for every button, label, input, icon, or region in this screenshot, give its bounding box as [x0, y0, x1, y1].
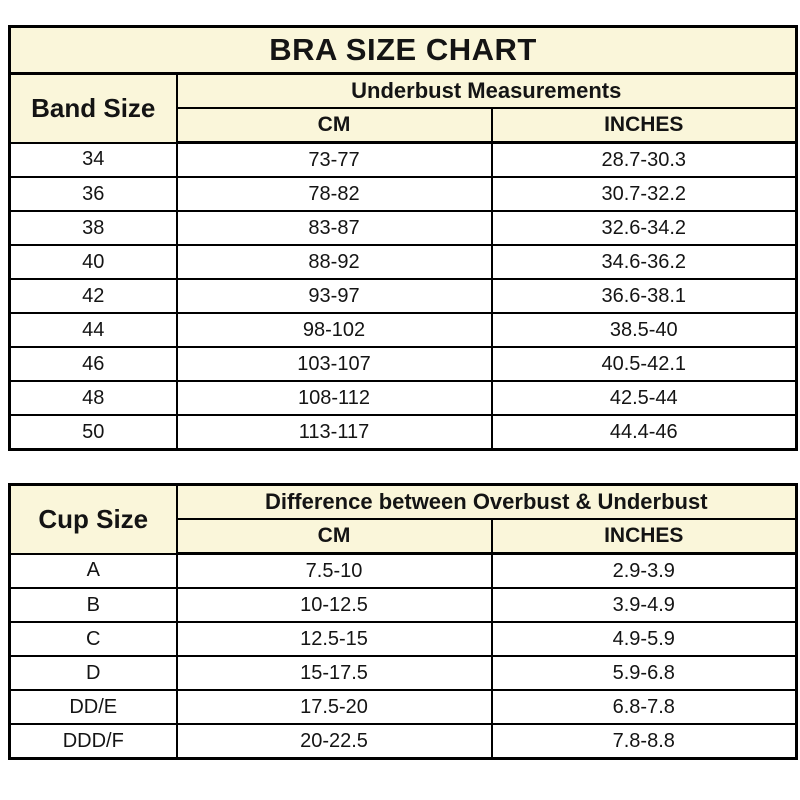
cell-size: 42 [8, 278, 178, 314]
cell-cm: 88-92 [175, 244, 493, 280]
cell-size: C [8, 621, 178, 657]
cup-size-table: Cup Size Difference between Overbust & U… [8, 483, 799, 760]
band-size-rows: 34 73-77 28.7-30.3 36 78-82 30.7-32.2 38 83-87 3… [8, 141, 798, 451]
difference-header: Difference between Overbust & Underbust [175, 483, 798, 520]
cell-size: 34 [8, 141, 178, 178]
cell-inches: 40.5-42.1 [490, 346, 798, 382]
cell-size: 44 [8, 312, 178, 348]
table-row: DD/E 17.5-20 6.8-7.8 [8, 689, 798, 725]
cell-inches: 44.4-46 [490, 414, 798, 451]
cell-cm: 98-102 [175, 312, 493, 348]
cell-inches: 28.7-30.3 [490, 141, 798, 178]
inches-column-header: INCHES [490, 107, 798, 144]
table-row: C 12.5-15 4.9-5.9 [8, 621, 798, 657]
cell-cm: 12.5-15 [175, 621, 493, 657]
cell-cm: 73-77 [175, 141, 493, 178]
underbust-measurements-header: Underbust Measurements [175, 72, 798, 109]
cell-inches: 4.9-5.9 [490, 621, 798, 657]
cell-size: DDD/F [8, 723, 178, 760]
column-header-row: CM INCHES [10, 518, 798, 555]
cell-inches: 7.8-8.8 [490, 723, 798, 760]
table-row: 36 78-82 30.7-32.2 [8, 176, 798, 212]
table-row: DDD/F 20-22.5 7.8-8.8 [8, 723, 798, 760]
cell-inches: 6.8-7.8 [490, 689, 798, 725]
cell-cm: 103-107 [175, 346, 493, 382]
table-row: 48 108-112 42.5-44 [8, 380, 798, 416]
table-row: 50 113-117 44.4-46 [8, 414, 798, 451]
cell-size: 48 [8, 380, 178, 416]
cell-size: 46 [8, 346, 178, 382]
cell-cm: 10-12.5 [175, 587, 493, 623]
table-row: 40 88-92 34.6-36.2 [8, 244, 798, 280]
column-header-row: CM INCHES [10, 107, 798, 144]
chart-title: BRA SIZE CHART [8, 25, 798, 75]
table-row: D 15-17.5 5.9-6.8 [8, 655, 798, 691]
cell-size: A [8, 552, 178, 589]
group-header-row: Cup Size Difference between Overbust & U… [8, 483, 798, 555]
cell-inches: 3.9-4.9 [490, 587, 798, 623]
cell-size: D [8, 655, 178, 691]
cell-cm: 78-82 [175, 176, 493, 212]
table-row: A 7.5-10 2.9-3.9 [8, 552, 798, 589]
table-row: 34 73-77 28.7-30.3 [8, 141, 798, 178]
band-size-table: BRA SIZE CHART Band Size Underbust Measu… [8, 25, 799, 451]
cell-cm: 7.5-10 [175, 552, 493, 589]
cell-inches: 2.9-3.9 [490, 552, 798, 589]
cell-inches: 38.5-40 [490, 312, 798, 348]
band-size-header: Band Size [8, 72, 178, 144]
cell-inches: 32.6-34.2 [490, 210, 798, 246]
title-row: BRA SIZE CHART [8, 25, 798, 75]
cell-inches: 36.6-38.1 [490, 278, 798, 314]
cell-cm: 17.5-20 [175, 689, 493, 725]
inches-column-header: INCHES [490, 518, 798, 555]
cm-column-header: CM [175, 518, 493, 555]
cell-inches: 5.9-6.8 [490, 655, 798, 691]
table-row: 42 93-97 36.6-38.1 [8, 278, 798, 314]
cell-cm: 83-87 [175, 210, 493, 246]
cell-size: 40 [8, 244, 178, 280]
cell-cm: 15-17.5 [175, 655, 493, 691]
cup-size-header: Cup Size [8, 483, 178, 555]
cell-size: 38 [8, 210, 178, 246]
cell-size: 36 [8, 176, 178, 212]
table-row: 46 103-107 40.5-42.1 [8, 346, 798, 382]
cell-cm: 93-97 [175, 278, 493, 314]
table-row: 44 98-102 38.5-40 [8, 312, 798, 348]
cell-cm: 108-112 [175, 380, 493, 416]
cell-size: DD/E [8, 689, 178, 725]
cell-size: B [8, 587, 178, 623]
cell-cm: 20-22.5 [175, 723, 493, 760]
cell-cm: 113-117 [175, 414, 493, 451]
cell-inches: 42.5-44 [490, 380, 798, 416]
cell-inches: 34.6-36.2 [490, 244, 798, 280]
cup-size-rows: A 7.5-10 2.9-3.9 B 10-12.5 3.9-4.9 C 12.5-15 4.9… [8, 552, 798, 760]
cell-inches: 30.7-32.2 [490, 176, 798, 212]
cell-size: 50 [8, 414, 178, 451]
group-header-row: Band Size Underbust Measurements [8, 72, 798, 144]
table-row: 38 83-87 32.6-34.2 [8, 210, 798, 246]
table-row: B 10-12.5 3.9-4.9 [8, 587, 798, 623]
cm-column-header: CM [175, 107, 493, 144]
